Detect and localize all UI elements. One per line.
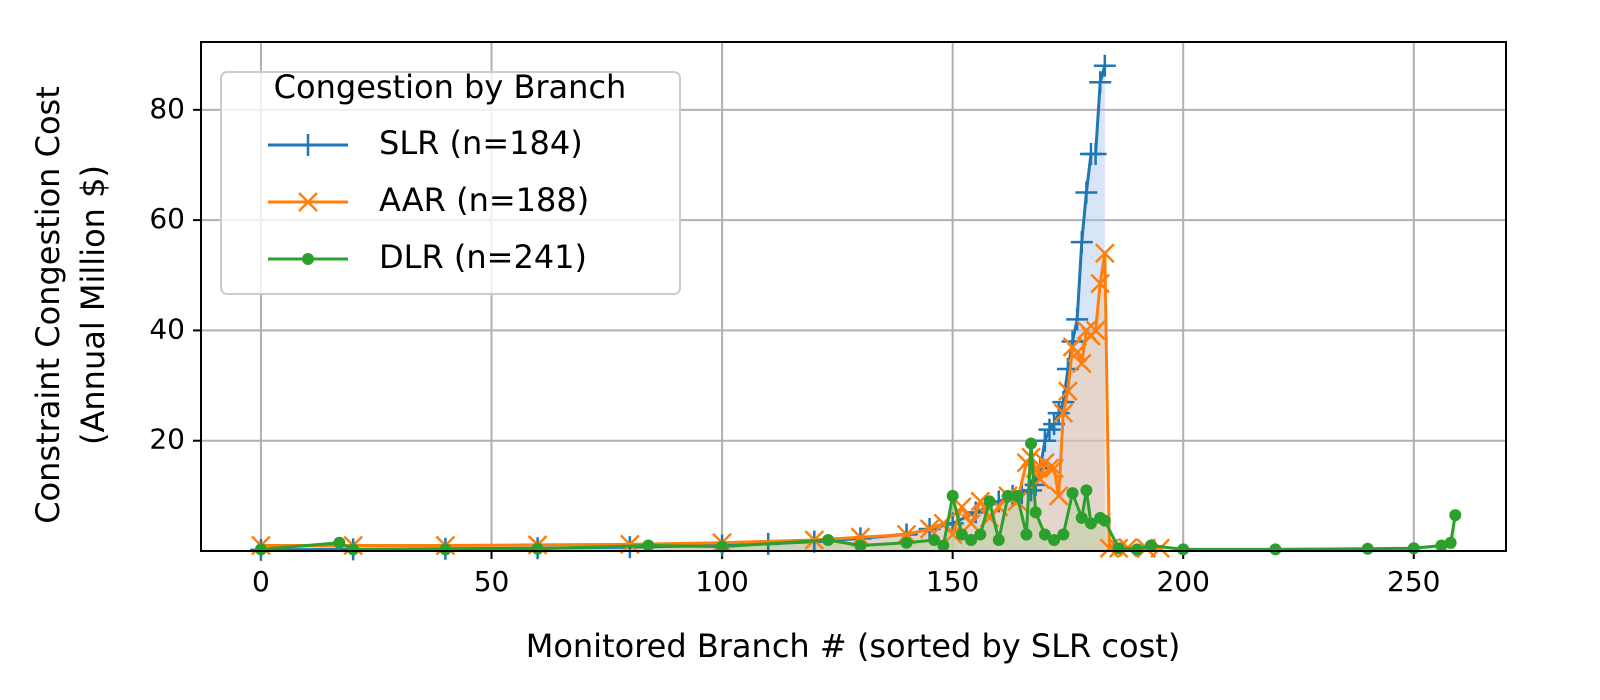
legend: Congestion by Branch SLR (n=184) AAR (n=18… xyxy=(220,68,681,295)
x-axis-label: Monitored Branch # (sorted by SLR cost) xyxy=(526,627,1181,665)
data-point xyxy=(1053,403,1074,424)
data-point xyxy=(955,528,968,541)
y-tick-label: 40 xyxy=(149,312,185,345)
data-point xyxy=(1025,437,1038,450)
y-axis-label: (Annual Million $) xyxy=(74,165,112,445)
y-axis-label: Constraint Congestion Cost xyxy=(29,86,67,524)
data-point xyxy=(1131,543,1144,556)
data-point xyxy=(854,539,867,552)
data-point xyxy=(1444,536,1457,549)
data-point xyxy=(1435,539,1448,552)
data-point xyxy=(716,540,729,553)
y-tick-label: 20 xyxy=(149,423,185,456)
data-point xyxy=(1071,353,1092,374)
data-point xyxy=(822,533,835,546)
x-tick-label: 250 xyxy=(1387,565,1440,598)
data-point xyxy=(642,539,655,552)
data-point xyxy=(900,536,913,549)
data-point xyxy=(1089,71,1112,94)
data-point xyxy=(1047,402,1070,425)
data-point xyxy=(1033,429,1056,452)
data-point xyxy=(1144,539,1157,552)
data-point xyxy=(1070,231,1093,254)
data-point xyxy=(992,533,1005,546)
legend-label: DLR (n=241) xyxy=(379,238,587,276)
data-point xyxy=(896,524,917,545)
data-point xyxy=(1361,542,1374,555)
y-tick-label: 80 xyxy=(149,92,185,125)
data-point xyxy=(1085,320,1106,341)
x-tick-label: 0 xyxy=(252,565,270,598)
data-point xyxy=(531,542,544,555)
data-point xyxy=(1177,543,1190,556)
data-point xyxy=(1066,308,1089,331)
legend-title: Congestion by Branch xyxy=(274,68,627,106)
legend-marker xyxy=(302,253,314,265)
data-point xyxy=(1020,528,1033,541)
data-point xyxy=(1020,479,1043,502)
data-point xyxy=(1057,528,1070,541)
legend-box xyxy=(220,71,681,295)
data-point xyxy=(1094,243,1115,264)
data-point xyxy=(946,489,959,502)
x-tick-label: 150 xyxy=(926,565,979,598)
data-point xyxy=(1098,514,1111,527)
legend-label: AAR (n=188) xyxy=(379,181,589,219)
data-point xyxy=(1067,342,1088,363)
data-point xyxy=(1112,542,1125,555)
legend-marker xyxy=(298,192,318,212)
data-point xyxy=(928,533,941,546)
data-point xyxy=(1080,484,1093,497)
plot-frame xyxy=(200,41,1507,552)
data-point xyxy=(1058,381,1078,401)
data-point xyxy=(974,528,987,541)
legend-marker xyxy=(297,134,319,156)
data-point xyxy=(1066,487,1079,500)
data-point xyxy=(439,543,452,556)
area xyxy=(260,253,1161,551)
data-point xyxy=(1449,509,1462,522)
data-point xyxy=(1044,458,1064,479)
data-point xyxy=(965,533,978,546)
data-point xyxy=(1038,528,1051,541)
data-point xyxy=(1001,489,1014,502)
data-point xyxy=(1075,181,1098,204)
data-point xyxy=(983,495,996,508)
data-point xyxy=(937,539,950,552)
area xyxy=(260,65,1105,551)
data-point xyxy=(1090,273,1111,294)
data-point xyxy=(1269,543,1282,556)
data-point xyxy=(1011,489,1024,502)
x-tick-label: 200 xyxy=(1156,565,1209,598)
data-point xyxy=(333,536,346,549)
data-point xyxy=(254,543,267,556)
x-tick-label: 100 xyxy=(695,565,748,598)
legend-label: SLR (n=184) xyxy=(379,124,583,162)
data-point xyxy=(1084,517,1097,530)
data-point xyxy=(1093,54,1116,77)
data-point xyxy=(1048,485,1069,506)
data-point xyxy=(1084,142,1107,165)
x-tick-label: 50 xyxy=(474,565,510,598)
data-point xyxy=(1038,418,1061,441)
data-point xyxy=(1039,458,1060,479)
data-point xyxy=(1048,533,1061,546)
data-point xyxy=(1407,542,1420,555)
data-point xyxy=(347,543,360,556)
y-tick-label: 60 xyxy=(149,202,185,235)
data-point xyxy=(1029,506,1042,519)
data-point xyxy=(1075,511,1088,524)
